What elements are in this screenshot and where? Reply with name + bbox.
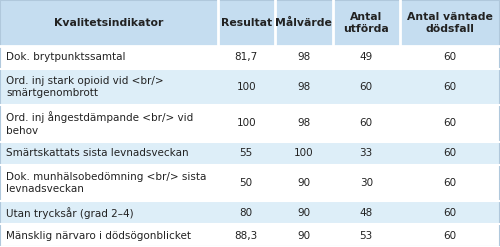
Bar [400,69,500,105]
Text: 88,3: 88,3 [234,230,258,241]
Bar [218,201,275,224]
Text: 55: 55 [240,148,253,158]
Bar [0,105,218,142]
Text: Dok. munhälsobedömning <br/> sista
levnadsveckan: Dok. munhälsobedömning <br/> sista levna… [6,172,206,194]
Bar [332,142,400,165]
Bar [275,0,332,46]
Text: 50: 50 [240,178,253,188]
Bar [0,46,218,69]
Text: 60: 60 [444,82,456,92]
Text: 53: 53 [360,230,373,241]
Bar [400,201,500,224]
Bar [332,201,400,224]
Bar [0,69,218,105]
Bar [275,46,332,69]
Bar [0,201,218,224]
Text: 60: 60 [444,208,456,218]
Text: 60: 60 [444,148,456,158]
Text: Dok. brytpunktssamtal: Dok. brytpunktssamtal [6,52,126,62]
Bar [332,224,400,247]
Text: 90: 90 [297,230,310,241]
Bar [218,69,275,105]
Bar [332,165,400,201]
Text: Smärtskattats sista levnadsveckan: Smärtskattats sista levnadsveckan [6,148,188,158]
Text: 60: 60 [444,178,456,188]
Bar [218,165,275,201]
Text: 60: 60 [444,52,456,62]
Text: 100: 100 [236,82,256,92]
Text: 60: 60 [444,230,456,241]
Bar [218,224,275,247]
Text: 81,7: 81,7 [234,52,258,62]
Text: 33: 33 [360,148,373,158]
Text: 90: 90 [297,178,310,188]
Text: 100: 100 [294,148,314,158]
Text: 30: 30 [360,178,373,188]
Bar [400,224,500,247]
Bar [0,224,218,247]
Text: Ord. inj ångestdämpande <br/> vid
behov: Ord. inj ångestdämpande <br/> vid behov [6,111,193,136]
Bar [275,201,332,224]
Text: 60: 60 [360,82,373,92]
Bar [400,105,500,142]
Bar [400,46,500,69]
Text: Resultat: Resultat [220,18,272,28]
Text: Antal väntade
dödsfall: Antal väntade dödsfall [407,12,493,34]
Bar [400,0,500,46]
Bar [218,46,275,69]
Bar [275,224,332,247]
Text: Mänsklig närvaro i dödsögonblicket: Mänsklig närvaro i dödsögonblicket [6,230,191,241]
Bar [218,142,275,165]
Bar [218,0,275,46]
Text: Antal
utförda: Antal utförda [344,12,389,34]
Text: Utan trycksår (grad 2–4): Utan trycksår (grad 2–4) [6,207,134,219]
Bar [332,0,400,46]
Bar [275,69,332,105]
Bar [0,165,218,201]
Text: 98: 98 [297,82,310,92]
Bar [332,46,400,69]
Bar [332,105,400,142]
Text: 48: 48 [360,208,373,218]
Bar [275,142,332,165]
Bar [218,105,275,142]
Text: 49: 49 [360,52,373,62]
Text: Ord. inj stark opioid vid <br/>
smärtgenombrott: Ord. inj stark opioid vid <br/> smärtgen… [6,76,164,98]
Text: 90: 90 [297,208,310,218]
Text: 60: 60 [360,119,373,128]
Bar [275,165,332,201]
Text: Målvärde: Målvärde [276,18,332,28]
Text: 80: 80 [240,208,253,218]
Text: 98: 98 [297,119,310,128]
Bar [275,105,332,142]
Text: 100: 100 [236,119,256,128]
Bar [332,69,400,105]
Bar [0,0,218,46]
Bar [400,142,500,165]
Bar [400,165,500,201]
Text: 98: 98 [297,52,310,62]
Text: 60: 60 [444,119,456,128]
Bar [0,142,218,165]
Text: Kvalitetsindikator: Kvalitetsindikator [54,18,164,28]
